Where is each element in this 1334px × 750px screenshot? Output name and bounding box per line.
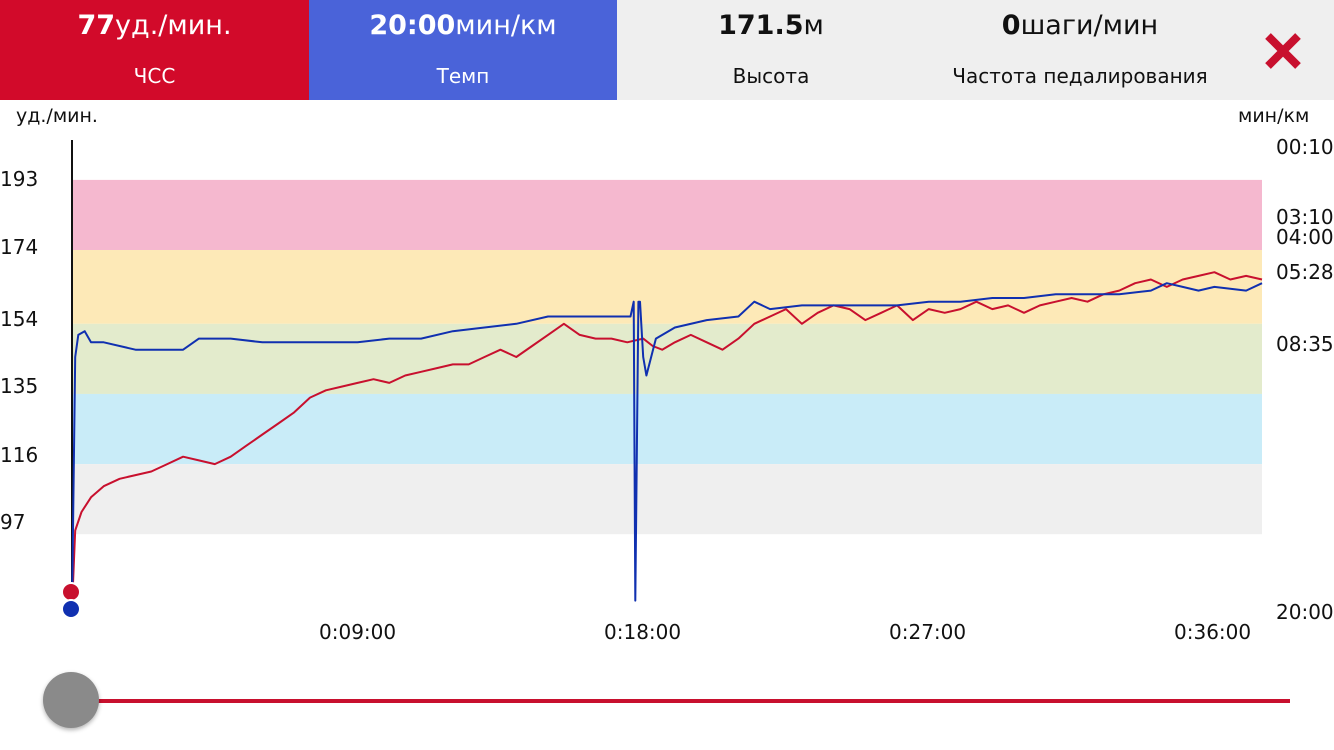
left-axis-unit: уд./мин. — [16, 105, 98, 127]
hr-zone-4 — [72, 250, 1262, 324]
pace-marker — [61, 599, 81, 619]
tab-heart-rate[interactable]: 77уд./мин. ЧСС — [0, 0, 309, 100]
right-tick-label: 08:35 — [1276, 332, 1334, 356]
right-tick-label: 05:28 — [1276, 260, 1334, 284]
close-x-icon — [1265, 33, 1301, 69]
hr-zone-5 — [72, 179, 1262, 251]
hr-zone-1 — [72, 464, 1262, 535]
y-tick-label: 97 — [0, 510, 26, 534]
heart-rate-marker — [61, 582, 81, 602]
y-tick-label: 193 — [0, 167, 39, 191]
x-tick-label: 0:36:00 — [1174, 620, 1252, 644]
cadence-label: Частота педалирования — [952, 64, 1208, 88]
heart-rate-value: 77уд./мин. — [77, 10, 232, 41]
cadence-value: 0шаги/мин — [1001, 10, 1159, 41]
hr-zone-3 — [72, 323, 1262, 394]
pace-value: 20:00мин/км — [369, 10, 557, 41]
pace-label: Темп — [436, 64, 490, 88]
heart-rate-pace-chart — [61, 140, 1263, 619]
timeline-slider-track[interactable] — [70, 699, 1290, 703]
close-button[interactable] — [1254, 22, 1312, 80]
x-tick-label: 0:09:00 — [319, 620, 397, 644]
pace-series-line — [71, 282, 1263, 609]
right-tick-label: 03:10 — [1276, 205, 1334, 229]
right-axis-unit: мин/км — [1238, 105, 1310, 127]
timeline-slider-thumb[interactable] — [43, 672, 99, 728]
tab-altitude[interactable]: 171.5м Высота — [617, 0, 925, 100]
altitude-label: Высота — [732, 64, 810, 88]
tab-cadence[interactable]: 0шаги/мин Частота педалирования — [925, 0, 1235, 100]
right-tick-label: 00:10 — [1276, 135, 1334, 159]
x-tick-label: 0:18:00 — [604, 620, 682, 644]
right-tick-label: 04:00 — [1276, 225, 1334, 249]
y-tick-label: 174 — [0, 235, 39, 259]
hr-zone-2 — [72, 393, 1262, 465]
tab-pace[interactable]: 20:00мин/км Темп — [309, 0, 617, 100]
metric-tabs: 77уд./мин. ЧСС 20:00мин/км Темп 171.5м В… — [0, 0, 1334, 100]
right-tick-label: 20:00 — [1276, 600, 1334, 624]
x-tick-label: 0:27:00 — [889, 620, 967, 644]
heart-rate-series-line — [71, 271, 1263, 609]
altitude-value: 171.5м — [718, 10, 824, 41]
y-tick-label: 116 — [0, 443, 39, 467]
y-tick-label: 135 — [0, 374, 39, 398]
y-tick-label: 154 — [0, 307, 39, 331]
heart-rate-label: ЧСС — [133, 64, 176, 88]
